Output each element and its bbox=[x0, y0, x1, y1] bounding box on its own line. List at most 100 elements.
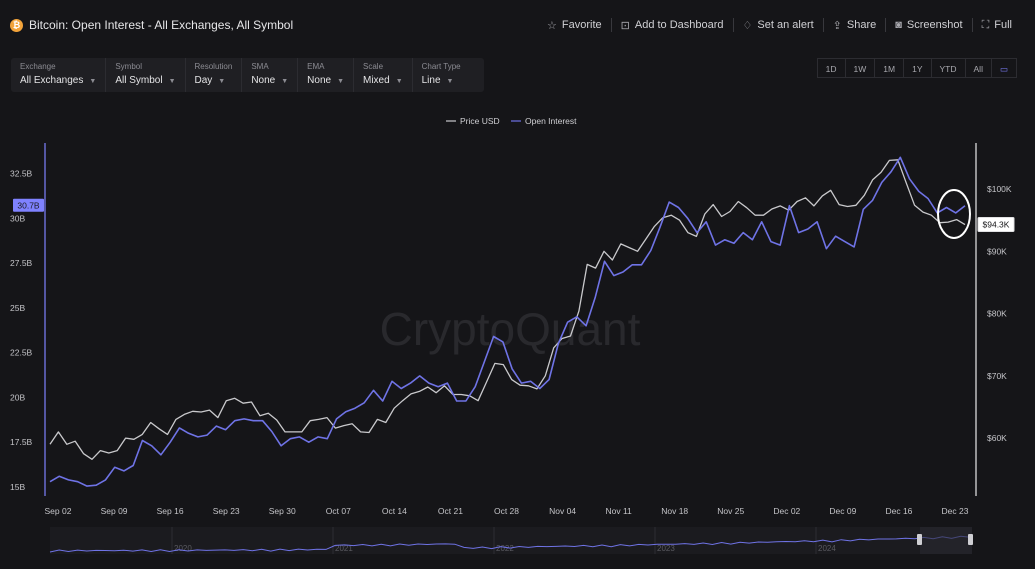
chevron-down-icon: ▼ bbox=[337, 78, 344, 85]
x-tick-label: Sep 16 bbox=[157, 506, 184, 516]
navigator-year-label: 2024 bbox=[818, 544, 836, 553]
add-to-dashboard-label: Add to Dashboard bbox=[634, 19, 724, 31]
filter-label: SMA bbox=[251, 62, 269, 71]
filter-value-row: Mixed ▼ bbox=[363, 74, 403, 89]
favorite-label: Favorite bbox=[561, 19, 602, 31]
x-tick-label: Dec 02 bbox=[773, 506, 800, 516]
x-tick-label: Oct 07 bbox=[326, 506, 351, 516]
left-tick-label: 25B bbox=[10, 303, 25, 313]
range-buttons: 1D 1W 1M 1Y YTD All ▭ bbox=[816, 58, 1017, 78]
x-tick-label: Dec 16 bbox=[885, 506, 912, 516]
series-line-open-interest bbox=[49, 156, 966, 487]
series-line-price-usd bbox=[49, 159, 966, 460]
navigator-handle-right[interactable] bbox=[968, 534, 973, 545]
x-tick-label: Nov 11 bbox=[605, 506, 632, 516]
left-tick-label: 32.5B bbox=[10, 168, 33, 178]
share-button[interactable]: ⇪ Share bbox=[824, 19, 886, 32]
navigator-year-label: 2022 bbox=[496, 544, 514, 553]
right-tick-label: $80K bbox=[987, 309, 1007, 319]
filter-value-row: All Exchanges ▼ bbox=[20, 74, 96, 89]
left-tick-label: 30B bbox=[10, 213, 25, 223]
filter-label: EMA bbox=[307, 62, 325, 71]
ema-select[interactable]: EMA None ▼ bbox=[298, 58, 354, 92]
right-tick-label: $70K bbox=[987, 371, 1007, 381]
fullscreen-label: Full bbox=[994, 19, 1012, 31]
x-tick-label: Nov 25 bbox=[717, 506, 744, 516]
star-icon: ☆ bbox=[547, 19, 557, 32]
navigator-year-label: 2023 bbox=[657, 544, 675, 553]
x-tick-label: Nov 04 bbox=[549, 506, 576, 516]
navigator-year-label: 2020 bbox=[174, 544, 192, 553]
symbol-select[interactable]: Symbol All Symbol ▼ bbox=[106, 58, 186, 92]
left-tick-label: 27.5B bbox=[10, 258, 33, 268]
filter-value: Mixed bbox=[363, 75, 390, 86]
divider bbox=[732, 18, 734, 32]
x-tick-label: Dec 09 bbox=[829, 506, 856, 516]
left-tick-label: 15B bbox=[10, 482, 25, 492]
filter-value-row: All Symbol ▼ bbox=[115, 74, 175, 89]
navigator-line bbox=[49, 535, 971, 553]
scale-select[interactable]: Scale Mixed ▼ bbox=[354, 58, 413, 92]
x-tick-label: Oct 28 bbox=[494, 506, 519, 516]
exchange-select[interactable]: Exchange All Exchanges ▼ bbox=[11, 58, 107, 92]
x-tick-label: Sep 09 bbox=[101, 506, 128, 516]
annotation-circle bbox=[937, 189, 971, 239]
sma-select[interactable]: SMA None ▼ bbox=[242, 58, 299, 92]
right-tick-label: $90K bbox=[987, 246, 1007, 256]
current-price-label: $94.3K bbox=[983, 220, 1010, 230]
navigator-year-label: 2021 bbox=[335, 544, 353, 553]
right-tick-label: $60K bbox=[987, 433, 1007, 443]
fullscreen-icon: ⛶ bbox=[981, 18, 990, 31]
x-tick-label: Oct 14 bbox=[382, 506, 407, 516]
share-label: Share bbox=[846, 19, 877, 31]
filter-label: Symbol bbox=[115, 62, 142, 71]
filter-value: All Exchanges bbox=[20, 75, 84, 86]
x-tick-label: Nov 18 bbox=[661, 506, 688, 516]
resolution-select[interactable]: Resolution Day ▼ bbox=[186, 58, 243, 92]
left-tick-label: 17.5B bbox=[10, 437, 33, 447]
filter-value-row: Line ▼ bbox=[422, 74, 461, 89]
divider bbox=[885, 18, 887, 32]
legend-label-price: Price USD bbox=[460, 116, 500, 126]
favorite-button[interactable]: ☆ Favorite bbox=[538, 19, 611, 32]
right-tick-label: $100K bbox=[987, 184, 1012, 194]
chevron-down-icon: ▼ bbox=[281, 78, 289, 85]
fullscreen-button[interactable]: ⛶ Full bbox=[973, 19, 1021, 32]
top-bar: ₿ Bitcoin: Open Interest - All Exchanges… bbox=[0, 0, 1035, 50]
header-actions: ☆ Favorite ⊡ Add to Dashboard ♢ Set an aler… bbox=[538, 18, 1021, 32]
filter-value: None bbox=[307, 75, 332, 86]
set-alert-label: Set an alert bbox=[757, 19, 814, 31]
filter-label: Resolution bbox=[194, 62, 233, 71]
screenshot-button[interactable]: ◙ Screenshot bbox=[886, 19, 971, 31]
x-tick-label: Oct 21 bbox=[438, 506, 463, 516]
set-alert-button[interactable]: ♢ Set an alert bbox=[734, 19, 823, 32]
page-title: Bitcoin: Open Interest - All Exchanges, … bbox=[29, 18, 294, 32]
chevron-down-icon: ▼ bbox=[218, 78, 226, 85]
navigator-selection bbox=[920, 527, 972, 554]
x-tick-label: Dec 23 bbox=[942, 506, 969, 516]
left-tick-label: 22.5B bbox=[10, 348, 33, 358]
filter-label: Scale bbox=[363, 62, 384, 71]
chevron-down-icon: ▼ bbox=[168, 78, 176, 85]
chevron-down-icon: ▼ bbox=[446, 78, 454, 85]
chart-type-select[interactable]: Chart Type Line ▼ bbox=[413, 58, 470, 92]
filter-value: None bbox=[251, 75, 276, 86]
legend-label-open-interest: Open Interest bbox=[525, 116, 577, 126]
filter-value-row: None ▼ bbox=[307, 74, 344, 89]
current-price-badge bbox=[977, 217, 1015, 233]
current-oi-badge bbox=[13, 198, 44, 212]
chevron-down-icon: ▼ bbox=[89, 78, 97, 85]
watermark-text: CryptoQuant bbox=[380, 303, 641, 355]
x-tick-label: Sep 23 bbox=[213, 506, 240, 516]
dashboard-icon: ⊡ bbox=[620, 19, 630, 32]
navigator-handle-left[interactable] bbox=[917, 534, 922, 545]
x-tick-label: Sep 30 bbox=[269, 506, 296, 516]
filter-value-row: None ▼ bbox=[251, 74, 288, 89]
filter-value-row: Day ▼ bbox=[195, 74, 233, 89]
divider bbox=[610, 18, 612, 32]
calendar-icon[interactable]: ▭ bbox=[990, 58, 1017, 78]
chevron-down-icon: ▼ bbox=[395, 78, 403, 85]
add-to-dashboard-button[interactable]: ⊡ Add to Dashboard bbox=[612, 19, 733, 32]
x-tick-label: Sep 02 bbox=[45, 506, 72, 516]
